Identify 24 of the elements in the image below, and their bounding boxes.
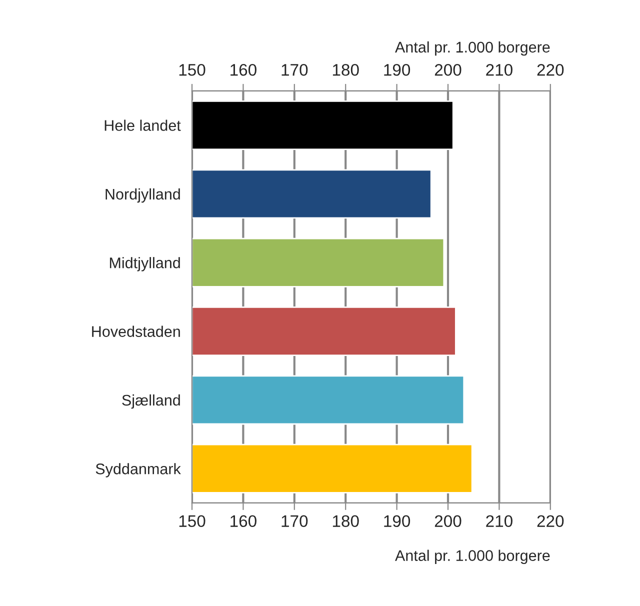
x2-tick-label: 210	[486, 64, 512, 76]
y-tick-label: Hele landet	[104, 120, 181, 131]
x-tick-label: 200	[434, 515, 462, 528]
y-tick-label: Sjælland	[122, 394, 180, 409]
x-tick-label: 220	[537, 515, 564, 528]
y-tick-label: Midtjylland	[110, 257, 180, 272]
x2-tick-label: 170	[282, 64, 308, 76]
x-tick-label: 180	[332, 515, 359, 528]
x2-tick-label: 190	[384, 64, 410, 76]
x-tick-label: 210	[486, 515, 512, 528]
x2-tick-label: 200	[434, 64, 462, 76]
x-tick-label: 160	[230, 515, 256, 528]
x2-tick-label: 150	[179, 64, 206, 76]
x2-tick-label: 180	[332, 64, 359, 76]
x-tick-label: 190	[384, 515, 410, 528]
y-tick-label: Nordjylland	[106, 188, 180, 203]
x-axis-title: Antal pr. 1.000 borgere	[395, 550, 550, 564]
y-tick-label: Hovedstaden	[92, 326, 180, 337]
x2-tick-label: 220	[537, 64, 564, 76]
x-tick-label: 150	[179, 515, 206, 528]
x-tick-label: 170	[282, 515, 308, 528]
x2-tick-label: 160	[230, 64, 256, 76]
x2-axis-title: Antal pr. 1.000 borgere	[395, 41, 550, 56]
y-tick-label: Syddanmark	[96, 463, 181, 478]
